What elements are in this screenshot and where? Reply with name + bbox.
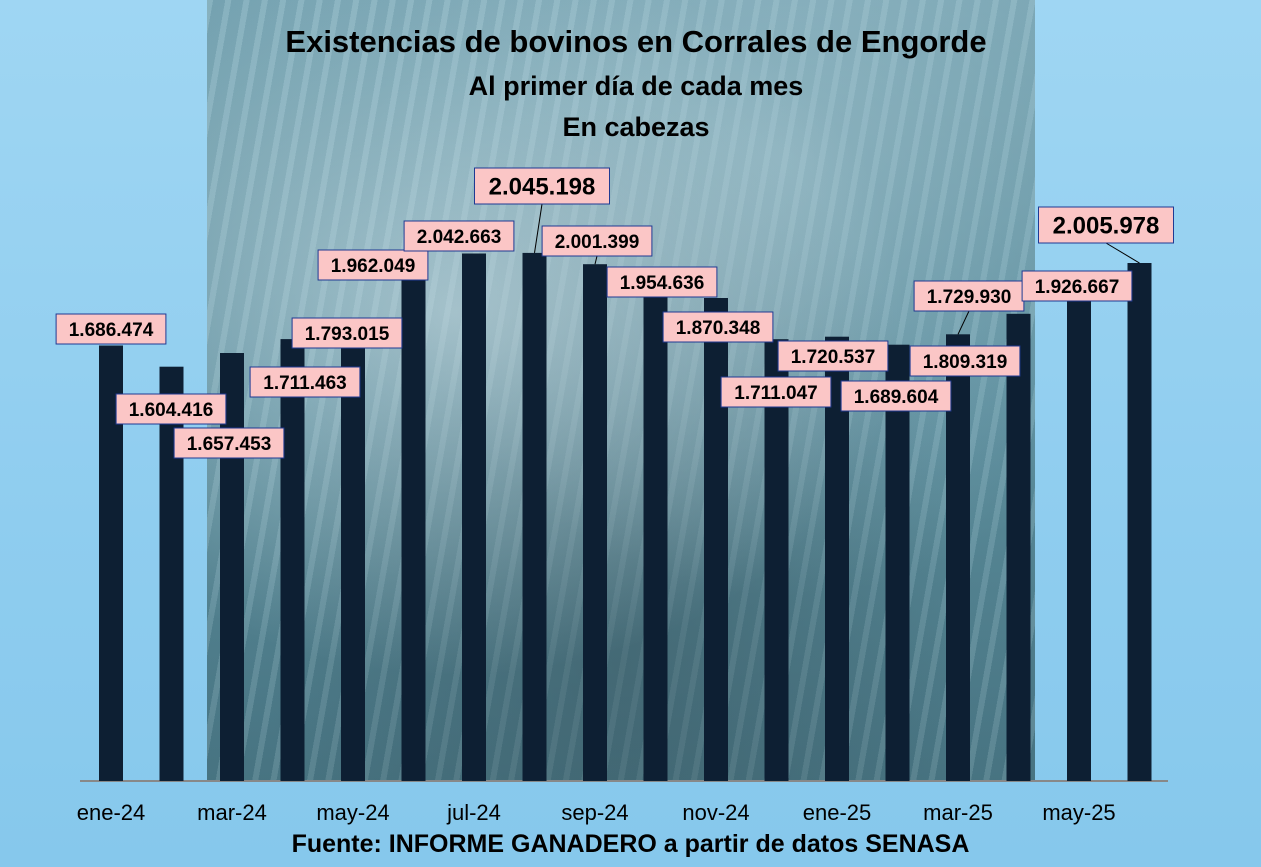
data-label-box <box>173 427 285 459</box>
data-label-box <box>317 249 429 281</box>
bar-jun-24 <box>401 274 426 781</box>
data-label: 1.604.416 <box>129 400 214 421</box>
data-label-box <box>474 167 610 205</box>
bar-oct-24 <box>643 276 668 781</box>
chart-subtitle: Al primer día de cada mes <box>469 71 804 101</box>
bar-sep-24 <box>583 264 607 781</box>
data-label-box <box>1038 206 1174 244</box>
data-label-box <box>840 380 952 412</box>
leader-line <box>1105 242 1140 264</box>
bar-abr-24 <box>280 339 305 781</box>
data-label-box <box>720 376 832 408</box>
leader-line <box>957 310 970 335</box>
bar-feb-25 <box>885 344 910 781</box>
bar-abr-25 <box>1006 313 1031 781</box>
data-label: 1.793.015 <box>305 324 390 345</box>
data-label-box <box>249 366 361 398</box>
data-label-box <box>55 313 167 345</box>
bar-ago-24 <box>522 252 547 781</box>
bar-jun-25 <box>1127 263 1152 781</box>
x-tick-label: ene-24 <box>77 800 146 825</box>
x-tick-label: mar-25 <box>923 800 993 825</box>
data-label-box <box>913 280 1025 312</box>
data-label-box <box>662 311 774 343</box>
data-label: 1.809.319 <box>923 352 1008 373</box>
data-label: 1.870.348 <box>676 318 761 339</box>
x-tick-label: jul-24 <box>446 800 501 825</box>
data-label: 2.045.198 <box>489 174 596 201</box>
source-note: Fuente: INFORME GANADERO a partir de dat… <box>291 830 970 858</box>
data-label: 1.926.667 <box>1035 277 1120 298</box>
data-label-box <box>606 266 718 298</box>
leader-line <box>594 255 598 265</box>
data-label: 1.720.537 <box>791 347 876 368</box>
data-label-box <box>777 340 889 372</box>
x-tick-label: may-24 <box>316 800 389 825</box>
data-label: 1.729.930 <box>927 287 1012 308</box>
x-tick-label: sep-24 <box>561 800 628 825</box>
leader-line <box>534 203 543 253</box>
bar-dic-24 <box>764 339 789 781</box>
x-tick-label: ene-25 <box>803 800 872 825</box>
data-label-box <box>541 225 653 257</box>
bar-jul-24 <box>462 253 486 781</box>
data-label-box <box>291 317 403 349</box>
data-label: 2.001.399 <box>555 232 640 253</box>
chart-unit: En cabezas <box>562 112 709 142</box>
x-tick-label: mar-24 <box>197 800 267 825</box>
x-tick-label: may-25 <box>1042 800 1115 825</box>
data-label: 1.686.474 <box>69 320 154 341</box>
x-tick-label: nov-24 <box>682 800 749 825</box>
data-label: 1.954.636 <box>620 273 705 294</box>
data-label: 1.711.463 <box>263 373 346 394</box>
data-label: 1.711.047 <box>734 383 817 404</box>
data-label-box <box>1021 270 1133 302</box>
data-label: 1.689.604 <box>854 387 939 408</box>
data-label-box <box>115 393 227 425</box>
data-label: 1.962.049 <box>331 256 416 277</box>
data-label: 1.657.453 <box>187 434 272 455</box>
data-label-box <box>403 220 515 252</box>
data-label: 2.042.663 <box>417 227 502 248</box>
bar-may-25 <box>1067 283 1091 781</box>
chart-title: Existencias de bovinos en Corrales de En… <box>285 24 986 59</box>
data-label: 2.005.978 <box>1053 213 1160 240</box>
data-label-box <box>909 345 1021 377</box>
bar-nov-24 <box>704 298 728 781</box>
